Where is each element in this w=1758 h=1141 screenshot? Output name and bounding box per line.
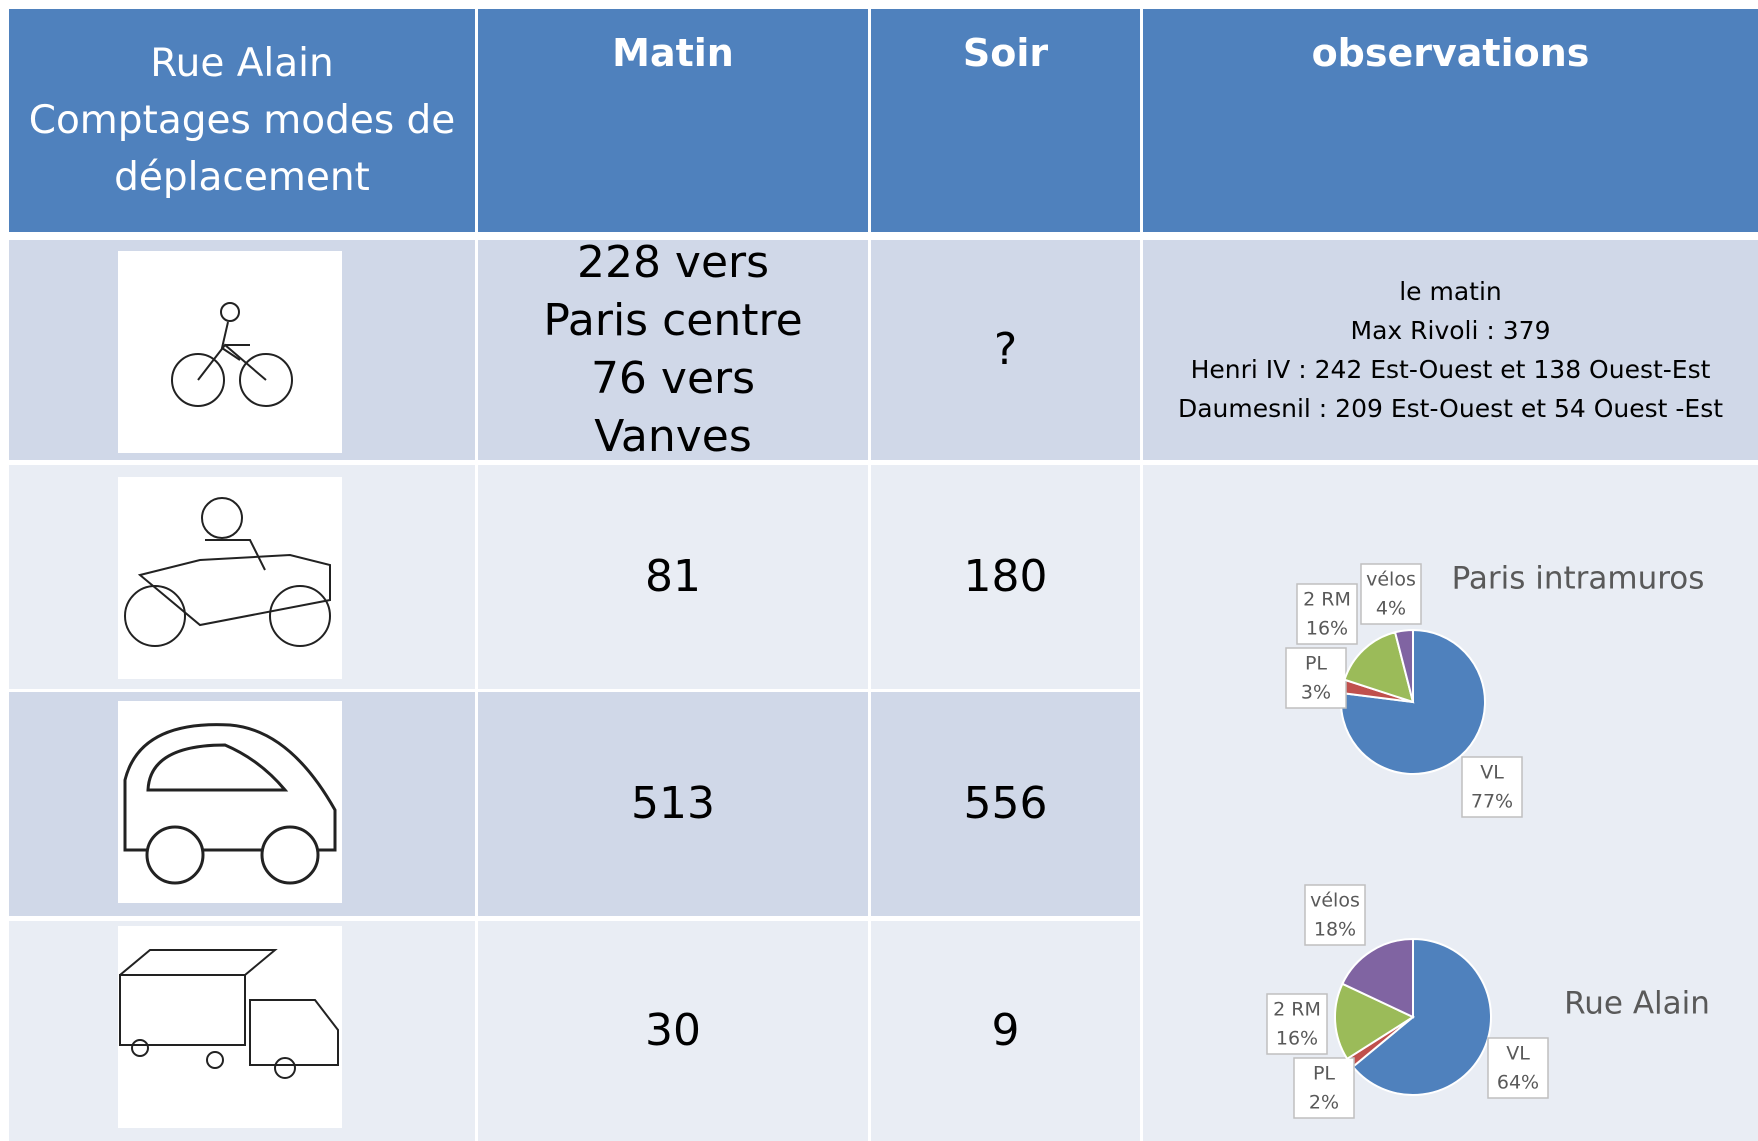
data-cell: 180 (871, 465, 1140, 689)
icon-cell (9, 921, 475, 1141)
obs-line: le matin (1399, 272, 1502, 311)
cell-text: 556 (964, 775, 1048, 833)
observations-cell: le matin Max Rivoli : 379 Henri IV : 242… (1143, 240, 1758, 460)
page: Rue Alain Comptages modes de déplacement… (0, 0, 1758, 1141)
icon-cell (9, 240, 475, 460)
header-line: déplacement (114, 149, 370, 206)
header-text: Soir (963, 31, 1048, 75)
header-text: Matin (612, 31, 734, 75)
cell-text: 9 (992, 1002, 1020, 1060)
obs-line: Henri IV : 242 Est-Ouest et 138 Ouest-Es… (1191, 350, 1711, 389)
data-cell: ? (871, 240, 1140, 460)
cell-text: ? (994, 321, 1017, 379)
chart-cell (1143, 465, 1758, 1141)
obs-line: Max Rivoli : 379 (1351, 311, 1551, 350)
data-cell: 556 (871, 692, 1140, 916)
icon-cell (9, 692, 475, 916)
data-cell: 9 (871, 921, 1140, 1141)
cell-line: 228 vers Paris centre (518, 234, 828, 350)
data-cell: 30 (478, 921, 868, 1141)
header-text: observations (1312, 31, 1590, 75)
cell-text: 81 (645, 548, 701, 606)
cell-line: 76 vers Vanves (518, 350, 828, 466)
data-cell: 228 vers Paris centre 76 vers Vanves (478, 240, 868, 460)
data-cell: 81 (478, 465, 868, 689)
data-cell: 513 (478, 692, 868, 916)
cell-text: 180 (964, 548, 1048, 606)
header-cell: Rue Alain Comptages modes de déplacement (9, 9, 475, 232)
obs-line: Daumesnil : 209 Est-Ouest et 54 Ouest -E… (1178, 389, 1723, 428)
header-line: Rue Alain (150, 35, 333, 92)
header-cell: Soir (871, 9, 1140, 232)
header-cell: observations (1143, 9, 1758, 232)
header-cell: Matin (478, 9, 868, 232)
cell-text: 513 (631, 775, 715, 833)
header-line: Comptages modes de (29, 92, 456, 149)
icon-cell (9, 465, 475, 689)
cell-text: 30 (645, 1002, 701, 1060)
